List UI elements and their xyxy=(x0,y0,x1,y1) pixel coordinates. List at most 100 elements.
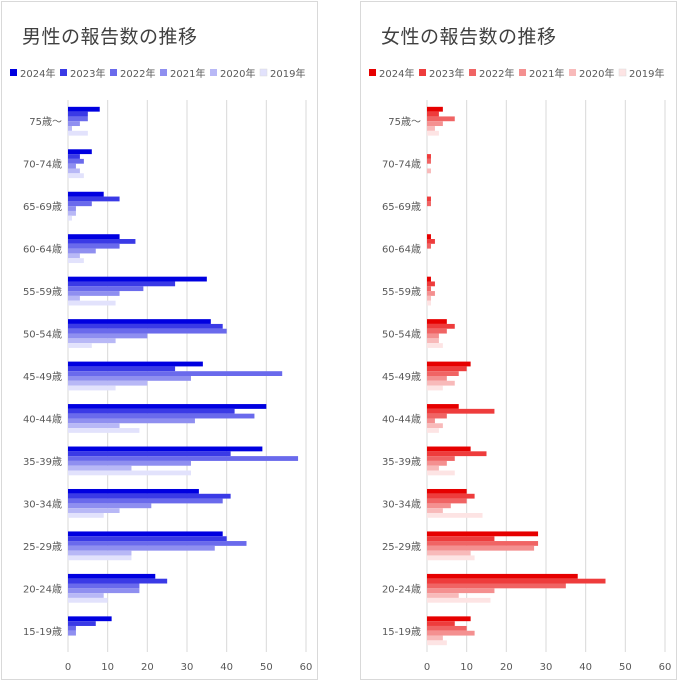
bar xyxy=(68,630,76,636)
chart-title: 男性の報告数の推移 xyxy=(22,26,198,48)
bar xyxy=(68,470,191,476)
bar xyxy=(68,512,104,518)
bar xyxy=(427,328,447,334)
bar xyxy=(427,286,431,292)
bar xyxy=(427,361,471,367)
y-category-label: 45-49歳 xyxy=(382,371,421,383)
bar xyxy=(427,488,467,494)
bar xyxy=(68,408,235,414)
bar xyxy=(68,191,104,197)
bar xyxy=(68,536,227,542)
bar xyxy=(427,196,431,202)
bar xyxy=(68,380,148,386)
legend-swatch xyxy=(210,69,217,76)
bar xyxy=(68,404,267,409)
bar xyxy=(68,371,283,376)
bar xyxy=(427,385,443,391)
bar xyxy=(68,215,72,221)
bar xyxy=(427,376,447,381)
bar xyxy=(427,541,539,546)
bar xyxy=(427,578,606,584)
bar xyxy=(427,276,431,282)
bar xyxy=(68,493,231,499)
bar xyxy=(427,573,578,579)
y-category-label: 35-39歳 xyxy=(23,456,62,468)
legend-swatch xyxy=(60,69,67,76)
legend-item: 2024年 xyxy=(10,67,55,80)
bar xyxy=(427,593,459,598)
bar xyxy=(68,413,255,419)
legend-swatch xyxy=(569,69,576,76)
bar xyxy=(68,541,247,546)
bar xyxy=(427,621,455,626)
bar xyxy=(68,333,148,339)
bar xyxy=(68,428,140,433)
bar xyxy=(427,413,447,419)
y-category-label: 25-29歳 xyxy=(23,541,62,553)
bar xyxy=(427,343,443,348)
bar xyxy=(427,451,487,457)
chart-title: 女性の報告数の推移 xyxy=(381,26,557,48)
bar xyxy=(68,338,116,344)
bar xyxy=(427,158,431,164)
legend-label: 2022年 xyxy=(479,67,514,80)
bar xyxy=(68,621,96,626)
bar xyxy=(427,531,539,537)
bar xyxy=(427,338,439,344)
bar xyxy=(68,361,203,367)
bar xyxy=(68,168,80,174)
bar xyxy=(427,470,455,476)
y-category-label: 50-54歳 xyxy=(382,329,421,341)
bar xyxy=(68,126,72,131)
bar xyxy=(427,404,459,409)
bar xyxy=(68,206,76,211)
y-category-label: 15-19歳 xyxy=(382,626,421,638)
bar xyxy=(68,593,104,598)
y-category-label: 70-74歳 xyxy=(382,159,421,171)
bar xyxy=(427,323,455,329)
bar xyxy=(68,498,223,504)
bar xyxy=(68,201,92,207)
y-category-label: 55-59歳 xyxy=(23,286,62,298)
bar xyxy=(68,423,120,429)
bar xyxy=(68,531,223,537)
legend-item: 2019年 xyxy=(259,67,305,80)
legend-item: 2022年 xyxy=(110,67,155,80)
x-tick-label: 50 xyxy=(619,662,632,673)
x-tick-label: 60 xyxy=(300,662,313,673)
y-category-label: 30-34歳 xyxy=(382,498,421,510)
bar xyxy=(68,451,231,457)
bar xyxy=(427,550,471,556)
bar xyxy=(427,630,475,636)
bar xyxy=(68,488,199,494)
bar xyxy=(68,276,207,282)
y-category-label: 25-29歳 xyxy=(382,541,421,553)
bar xyxy=(68,319,211,324)
bar xyxy=(427,408,495,414)
y-category-label: 70-74歳 xyxy=(23,159,62,171)
bar xyxy=(427,201,431,207)
bar xyxy=(68,578,168,584)
bar xyxy=(68,173,84,179)
x-tick-label: 30 xyxy=(540,662,553,673)
bar xyxy=(427,319,447,324)
legend-swatch xyxy=(259,68,268,77)
y-category-label: 40-44歳 xyxy=(382,413,421,425)
bar xyxy=(68,503,152,509)
bar xyxy=(427,555,475,561)
legend-swatch xyxy=(469,69,476,76)
bar xyxy=(427,460,447,466)
x-tick-label: 10 xyxy=(460,662,473,673)
bar xyxy=(427,300,431,306)
legend-item: 2021年 xyxy=(160,67,205,80)
bar xyxy=(68,555,132,561)
bar xyxy=(68,158,84,164)
bar xyxy=(68,111,88,117)
legend-label: 2019年 xyxy=(629,67,664,80)
bar xyxy=(427,498,467,504)
y-category-label: 60-64歳 xyxy=(23,244,62,256)
bar xyxy=(427,116,455,122)
x-tick-label: 0 xyxy=(424,662,430,673)
x-tick-label: 40 xyxy=(579,662,592,673)
bar xyxy=(68,508,120,513)
